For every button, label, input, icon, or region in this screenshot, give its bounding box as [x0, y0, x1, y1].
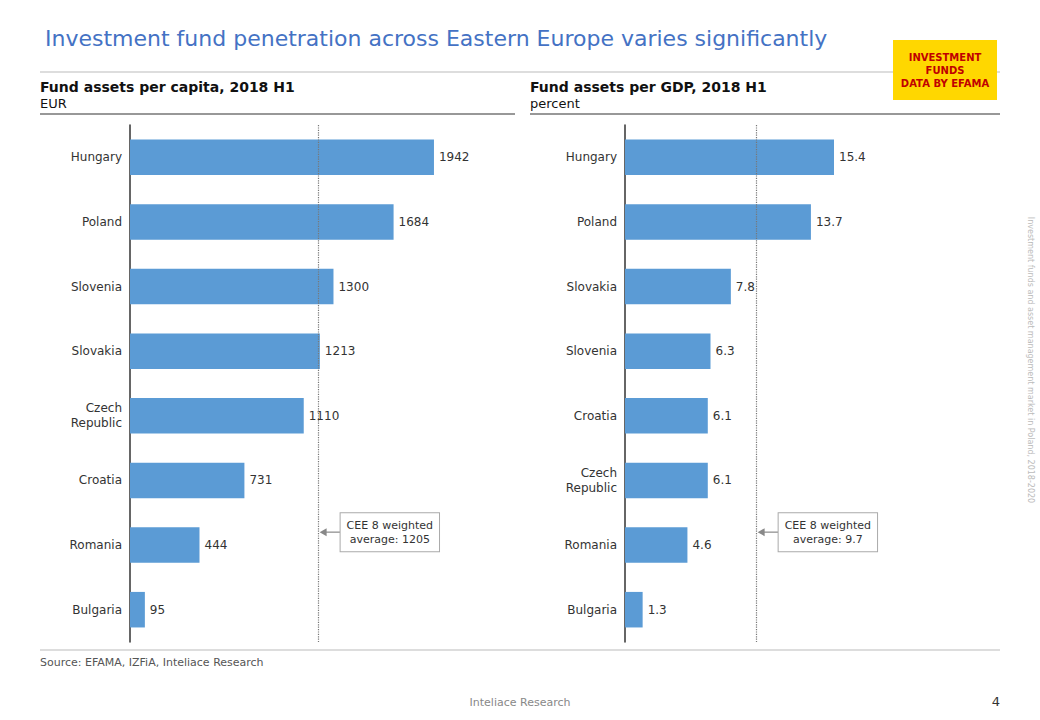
- svg-text:Source: EFAMA, IZFiA, Inteliac: Source: EFAMA, IZFiA, Inteliace Research: [40, 656, 264, 669]
- svg-text:average: 9.7: average: 9.7: [793, 533, 863, 546]
- svg-text:Poland: Poland: [577, 215, 617, 229]
- svg-text:1300: 1300: [338, 280, 369, 294]
- svg-text:Czech: Czech: [581, 466, 617, 480]
- svg-text:Bulgaria: Bulgaria: [72, 603, 122, 617]
- svg-text:DATA BY EFAMA: DATA BY EFAMA: [901, 78, 990, 89]
- svg-text:CEE 8 weighted: CEE 8 weighted: [347, 519, 433, 532]
- svg-text:4.6: 4.6: [692, 538, 711, 552]
- svg-text:Slovakia: Slovakia: [72, 344, 122, 358]
- svg-text:1213: 1213: [325, 344, 356, 358]
- svg-text:Hungary: Hungary: [71, 150, 122, 164]
- svg-text:Bulgaria: Bulgaria: [567, 603, 617, 617]
- svg-text:Croatia: Croatia: [574, 409, 617, 423]
- svg-text:15.4: 15.4: [839, 150, 866, 164]
- svg-text:6.1: 6.1: [713, 473, 732, 487]
- svg-text:1110: 1110: [309, 409, 340, 423]
- svg-text:FUNDS: FUNDS: [926, 65, 965, 76]
- svg-text:4: 4: [992, 694, 1000, 709]
- svg-text:Croatia: Croatia: [79, 473, 122, 487]
- svg-text:Investment fund penetration ac: Investment fund penetration across Easte…: [45, 26, 827, 51]
- svg-text:Slovenia: Slovenia: [566, 344, 617, 358]
- svg-text:6.1: 6.1: [713, 409, 732, 423]
- svg-text:Romania: Romania: [70, 538, 122, 552]
- svg-text:6.3: 6.3: [716, 344, 735, 358]
- svg-text:Slovenia: Slovenia: [71, 280, 122, 294]
- svg-text:13.7: 13.7: [816, 215, 843, 229]
- svg-text:Poland: Poland: [82, 215, 122, 229]
- svg-text:INVESTMENT: INVESTMENT: [909, 52, 982, 63]
- svg-text:percent: percent: [530, 96, 580, 111]
- svg-text:1684: 1684: [399, 215, 430, 229]
- svg-text:CEE 8 weighted: CEE 8 weighted: [785, 519, 871, 532]
- svg-text:Investment funds and asset man: Investment funds and asset management ma…: [1026, 217, 1035, 503]
- svg-text:Fund assets per GDP, 2018 H1: Fund assets per GDP, 2018 H1: [530, 79, 767, 95]
- svg-text:95: 95: [150, 603, 165, 617]
- svg-text:7.8: 7.8: [736, 280, 755, 294]
- svg-text:Inteliace Research: Inteliace Research: [470, 696, 571, 709]
- svg-text:Hungary: Hungary: [566, 150, 617, 164]
- svg-text:average: 1205: average: 1205: [350, 533, 430, 546]
- svg-text:1.3: 1.3: [648, 603, 667, 617]
- svg-text:Slovakia: Slovakia: [567, 280, 617, 294]
- svg-text:Republic: Republic: [71, 416, 122, 430]
- svg-text:Romania: Romania: [565, 538, 617, 552]
- svg-text:Fund assets per capita, 2018 H: Fund assets per capita, 2018 H1: [40, 79, 295, 95]
- svg-text:Republic: Republic: [566, 481, 617, 495]
- svg-text:1942: 1942: [439, 150, 470, 164]
- svg-text:Czech: Czech: [86, 401, 122, 415]
- svg-text:444: 444: [204, 538, 227, 552]
- svg-text:EUR: EUR: [40, 96, 67, 111]
- svg-text:731: 731: [249, 473, 272, 487]
